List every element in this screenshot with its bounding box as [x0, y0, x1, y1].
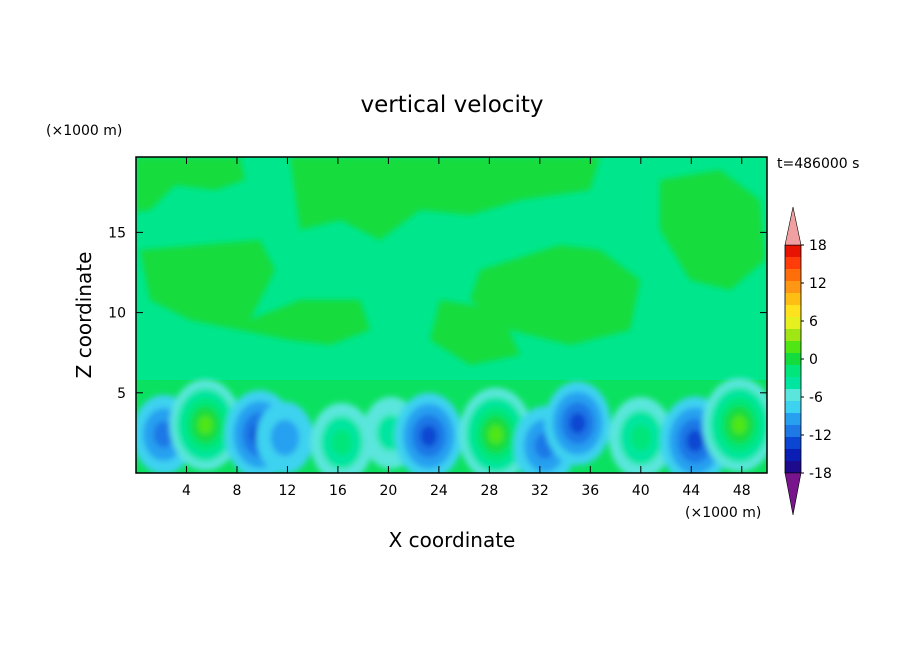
x-tick-label: 40 — [632, 483, 650, 499]
velocity-cell — [686, 429, 704, 453]
colorbar-segment — [785, 389, 801, 401]
x-tick-label: 44 — [682, 483, 700, 499]
chart-title: vertical velocity — [361, 92, 544, 118]
colorbar-segment — [785, 401, 801, 413]
y-axis-label: Z coordinate — [72, 252, 96, 379]
upper-field — [136, 157, 765, 365]
colorbar-segment — [785, 305, 801, 317]
colorbar-tick-label: -12 — [809, 428, 832, 444]
x-unit-label: (×1000 m) — [685, 505, 761, 521]
time-label: t=486000 s — [777, 156, 859, 172]
velocity-cell — [153, 421, 175, 448]
x-axis-label: X coordinate — [389, 528, 516, 552]
velocity-cell — [731, 415, 747, 435]
y-unit-label: (×1000 m) — [46, 123, 122, 139]
y-tick-label: 5 — [117, 386, 126, 402]
colorbar-segment — [785, 245, 801, 257]
y-axis: 5 10 15 — [108, 225, 767, 402]
x-tick-label: 16 — [329, 483, 347, 499]
colorbar-segment — [785, 317, 801, 329]
colorbar-tick-label: -6 — [809, 390, 823, 406]
colorbar-segment — [785, 329, 801, 341]
velocity-cell — [198, 415, 213, 434]
colorbar-segment — [785, 281, 801, 293]
x-tick-label: 24 — [430, 483, 448, 499]
colorbar: 18 12 6 0 -6 -12 -18 — [784, 206, 832, 516]
x-tick-label: 36 — [581, 483, 599, 499]
colorbar-min-arrow — [784, 472, 802, 516]
colorbar-segment — [785, 353, 801, 365]
y-tick-label: 10 — [108, 306, 126, 322]
colorbar-segment — [785, 425, 801, 437]
colorbar-segment — [785, 461, 801, 473]
colorbar-segment — [785, 341, 801, 353]
colorbar-tick-label: 18 — [809, 238, 827, 254]
colorbar-segment — [785, 293, 801, 305]
velocity-cell — [630, 424, 652, 452]
colorbar-tick-label: 12 — [809, 276, 827, 292]
x-tick-label: 8 — [232, 483, 241, 499]
colorbar-segment — [785, 365, 801, 377]
colorbar-segment — [785, 257, 801, 269]
colorbar-segment — [785, 437, 801, 449]
colorbar-segment — [785, 449, 801, 461]
colorbar-segment — [785, 269, 801, 281]
colorbar-tick-label: 6 — [809, 314, 818, 330]
feature-layer — [136, 378, 767, 473]
velocity-cell — [488, 425, 503, 444]
velocity-cell — [331, 429, 353, 456]
velocity-cell — [569, 412, 586, 434]
x-tick-label: 32 — [531, 483, 549, 499]
x-axis: 4 8 12 16 20 24 28 32 36 40 44 48 — [182, 157, 751, 499]
y-tick-label: 15 — [108, 225, 126, 241]
colorbar-max-arrow — [784, 206, 802, 246]
velocity-cell — [270, 419, 300, 456]
colorbar-segment — [785, 377, 801, 389]
plot-area — [136, 157, 767, 473]
x-tick-label: 48 — [733, 483, 751, 499]
x-tick-label: 4 — [182, 483, 191, 499]
colorbar-tick-label: 0 — [809, 352, 818, 368]
x-tick-label: 12 — [279, 483, 297, 499]
colorbar-segment — [785, 413, 801, 425]
velocity-cell — [420, 425, 438, 447]
x-tick-label: 20 — [379, 483, 397, 499]
x-tick-label: 28 — [480, 483, 498, 499]
plot-frame — [135, 156, 768, 474]
colorbar-tick-label: -18 — [809, 466, 832, 482]
